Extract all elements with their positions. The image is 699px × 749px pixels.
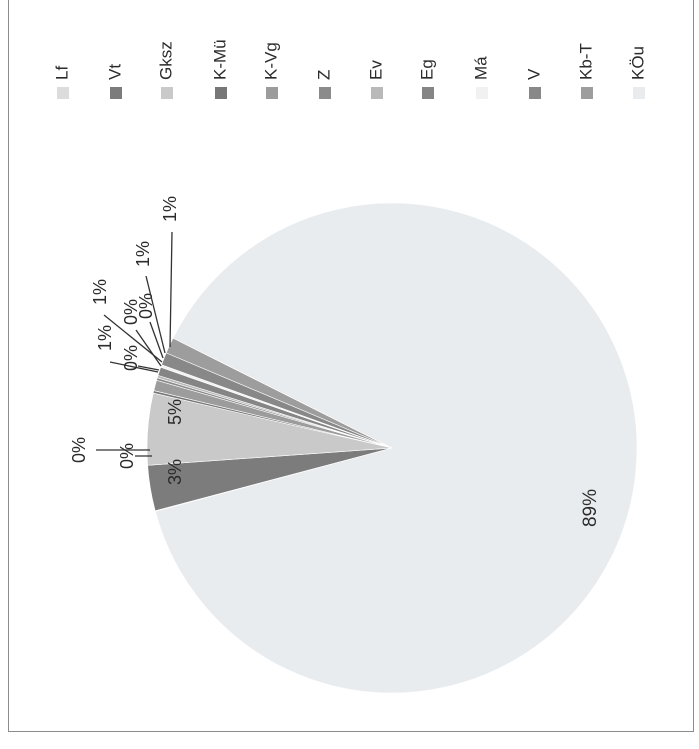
leader-line-z <box>137 365 160 371</box>
legend-label-eg: Eg <box>417 59 436 80</box>
legend-label-vt: Vt <box>105 64 124 80</box>
leader-line-ma <box>149 321 164 359</box>
data-label-v: 1% <box>133 241 153 267</box>
data-label-eg: 1% <box>90 279 110 305</box>
legend-label-ma: Má <box>471 56 490 80</box>
data-label-kou: 89% <box>580 489 601 527</box>
legend: Lf Vt Gksz K-Mü K-Vg Z Ev Eg Má V Kb-T KÖu <box>52 39 647 99</box>
data-label-k-vg: 1% <box>95 325 115 351</box>
data-label-ma: 0% <box>136 293 156 319</box>
data-labels: 0%3%5%0%1%0%0%1%0%1%1%89% <box>69 196 601 527</box>
legend-swatch-v <box>529 87 541 99</box>
data-label-gksz: 5% <box>165 399 185 425</box>
data-label-kb-t: 1% <box>160 196 180 222</box>
data-label-ev: 0% <box>121 299 141 325</box>
legend-swatch-lf <box>57 87 69 99</box>
pie-slice-kou <box>154 202 638 694</box>
legend-label-kb-t: Kb-T <box>576 43 595 80</box>
leader-line-ev <box>135 329 162 367</box>
leader-line-eg <box>103 314 163 363</box>
legend-swatch-ev <box>371 87 383 99</box>
legend-swatch-kou <box>633 87 645 99</box>
legend-swatch-gksz <box>161 87 173 99</box>
legend-swatch-eg <box>422 87 434 99</box>
legend-label-kou: KÖu <box>628 46 647 80</box>
leader-line-k-vg <box>109 361 159 373</box>
chart-frame <box>8 0 694 732</box>
data-label-lf: 0% <box>69 437 89 463</box>
legend-label-k-mu: K-Mü <box>210 39 229 80</box>
legend-swatch-k-mu <box>215 87 227 99</box>
data-label-vt: 3% <box>165 459 185 485</box>
leader-lines <box>96 231 173 457</box>
legend-swatch-k-vg <box>266 87 278 99</box>
legend-label-k-vg: K-Vg <box>261 42 280 80</box>
legend-swatch-kb-t <box>581 87 593 99</box>
legend-label-gksz: Gksz <box>156 41 175 80</box>
pie-slices <box>146 202 638 694</box>
legend-swatch-z <box>319 87 331 99</box>
legend-label-v: V <box>524 68 543 80</box>
legend-swatch-ma <box>476 87 488 99</box>
legend-label-ev: Ev <box>366 60 385 80</box>
legend-label-z: Z <box>314 70 333 80</box>
data-label-k-mu: 0% <box>117 443 137 469</box>
legend-swatch-vt <box>110 87 122 99</box>
data-label-z: 0% <box>121 345 141 371</box>
leader-line-v <box>145 275 166 354</box>
leader-line-kb-t <box>169 231 173 348</box>
legend-label-lf: Lf <box>52 66 71 80</box>
